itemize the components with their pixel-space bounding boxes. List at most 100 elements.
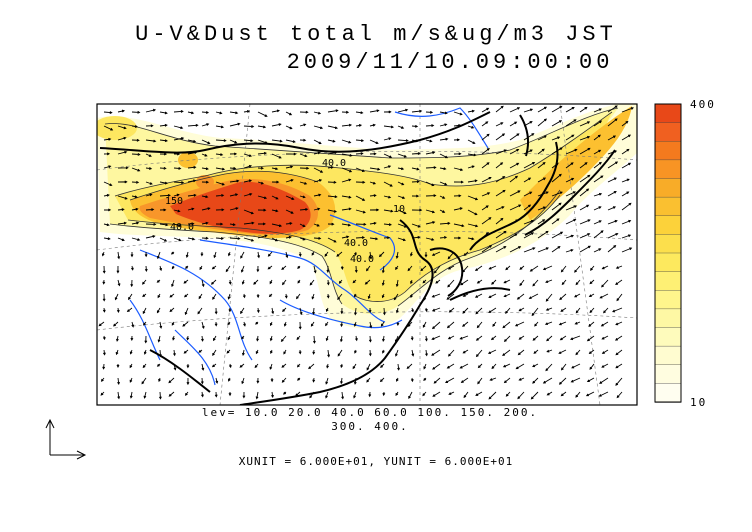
wind-arrow bbox=[354, 349, 357, 354]
wind-arrow bbox=[476, 279, 483, 284]
wind-arrow bbox=[439, 123, 448, 127]
wind-arrow bbox=[425, 194, 437, 198]
wind-arrow bbox=[270, 349, 273, 354]
wind-arrow bbox=[593, 192, 603, 197]
wind-arrow bbox=[481, 192, 491, 197]
wind-arrow bbox=[537, 118, 547, 127]
wind-arrow bbox=[145, 181, 153, 185]
wind-arrow bbox=[411, 194, 420, 198]
wind-arrow bbox=[285, 165, 294, 169]
wind-arrow bbox=[285, 139, 296, 143]
wind-arrow bbox=[187, 139, 197, 143]
wind-arrow bbox=[435, 279, 441, 284]
wind-arrow bbox=[462, 307, 469, 314]
wind-arrow bbox=[518, 377, 525, 381]
wind-arrow bbox=[313, 265, 317, 274]
wind-arrow bbox=[495, 133, 506, 141]
wind-arrow bbox=[299, 110, 309, 114]
wind-arrow bbox=[299, 138, 307, 142]
wind-arrow bbox=[589, 279, 595, 285]
wind-arrow bbox=[447, 251, 455, 260]
wind-arrow bbox=[579, 147, 591, 155]
wind-arrow bbox=[476, 321, 483, 329]
wind-arrow bbox=[215, 222, 224, 226]
wind-arrow bbox=[285, 195, 295, 200]
wind-arrow bbox=[145, 124, 154, 128]
wind-arrow bbox=[131, 152, 141, 156]
wind-arrow bbox=[532, 363, 539, 368]
wind-arrow bbox=[551, 162, 559, 169]
wind-arrow bbox=[586, 335, 595, 342]
wind-arrow bbox=[491, 363, 497, 370]
wind-arrow bbox=[227, 293, 231, 300]
wind-arrow bbox=[509, 190, 521, 197]
wind-arrow bbox=[115, 335, 119, 342]
wind-arrow bbox=[545, 363, 553, 372]
wind-arrow bbox=[422, 279, 427, 284]
colorbar-swatch bbox=[654, 252, 682, 273]
wind-arrow bbox=[523, 219, 535, 225]
wind-arrow bbox=[453, 236, 462, 240]
wind-arrow bbox=[225, 265, 231, 273]
wind-arrow bbox=[158, 349, 162, 358]
wind-arrow bbox=[298, 349, 302, 355]
wind-arrow bbox=[243, 125, 255, 128]
wind-arrow bbox=[226, 349, 231, 354]
wind-arrow bbox=[481, 148, 490, 155]
wind-arrow bbox=[183, 293, 189, 298]
wind-arrow bbox=[477, 377, 483, 385]
wind-arrow bbox=[242, 391, 246, 399]
wind-arrow bbox=[453, 111, 463, 116]
wind-arrow bbox=[481, 232, 489, 239]
wind-arrow bbox=[488, 293, 497, 298]
wind-arrow bbox=[285, 111, 293, 116]
wind-arrow bbox=[187, 193, 197, 197]
wind-arrow bbox=[621, 234, 632, 239]
wind-arrow bbox=[215, 208, 225, 212]
wind-arrow bbox=[255, 349, 259, 355]
wind-arrow bbox=[463, 251, 469, 257]
wind-arrow bbox=[341, 139, 352, 144]
wind-arrow bbox=[523, 133, 535, 141]
wind-arrow bbox=[411, 235, 421, 239]
wind-arrow bbox=[397, 167, 405, 171]
wind-arrow bbox=[103, 125, 114, 131]
wind-arrow bbox=[383, 125, 395, 129]
wind-arrow bbox=[460, 377, 469, 383]
wind-arrow bbox=[616, 293, 623, 302]
wind-arrow bbox=[159, 321, 163, 329]
wind-arrow bbox=[367, 293, 371, 300]
wind-arrow bbox=[313, 223, 320, 227]
wind-arrow bbox=[187, 111, 195, 115]
wind-arrow bbox=[103, 193, 110, 197]
wind-arrow bbox=[395, 377, 399, 382]
wind-arrow bbox=[256, 377, 260, 384]
contour-label: 40.0 bbox=[344, 238, 368, 249]
wind-arrow bbox=[172, 335, 175, 341]
wind-arrow bbox=[340, 321, 344, 328]
wind-arrow bbox=[212, 349, 217, 356]
contour-label: 150 bbox=[165, 196, 183, 207]
wind-arrow bbox=[325, 335, 329, 342]
wind-arrow bbox=[425, 237, 435, 241]
wind-arrow bbox=[103, 152, 111, 156]
wind-arrow bbox=[313, 125, 324, 130]
wind-arrow bbox=[560, 363, 567, 371]
wind-arrow bbox=[571, 363, 581, 369]
wind-arrow bbox=[312, 377, 316, 383]
wind-arrow bbox=[256, 335, 259, 342]
wind-arrow bbox=[368, 307, 372, 314]
wind-arrow bbox=[298, 251, 302, 257]
wind-arrow bbox=[117, 251, 121, 260]
wind-arrow bbox=[327, 180, 337, 184]
wind-arrow bbox=[173, 209, 181, 213]
wind-arrow bbox=[607, 118, 618, 127]
wind-arrow bbox=[366, 377, 371, 383]
wind-arrow bbox=[410, 293, 413, 299]
wind-arrow bbox=[502, 363, 511, 368]
wind-arrow bbox=[173, 181, 185, 184]
wind-arrow bbox=[145, 193, 153, 197]
wind-arrow bbox=[271, 195, 279, 200]
wind-arrow bbox=[341, 195, 352, 199]
wind-arrow bbox=[201, 139, 211, 145]
